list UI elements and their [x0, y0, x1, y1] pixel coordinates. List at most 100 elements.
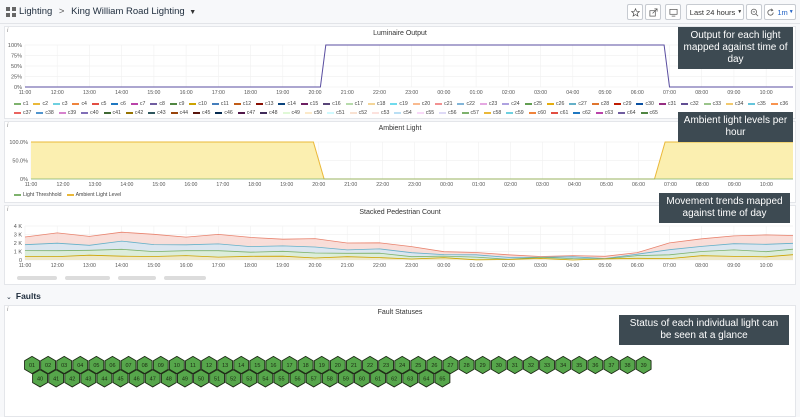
legend-item[interactable]: c10: [189, 100, 207, 109]
fault-hex[interactable]: 27: [442, 355, 459, 375]
legend-item[interactable]: c50: [304, 109, 322, 118]
fault-hex[interactable]: 32: [523, 355, 539, 375]
fault-hex[interactable]: 61: [370, 369, 386, 388]
fault-hex[interactable]: 49: [177, 369, 193, 388]
fault-hex[interactable]: 58: [321, 369, 338, 388]
fault-hex[interactable]: 08: [136, 355, 153, 375]
legend-item[interactable]: c9: [169, 100, 184, 109]
legend-item[interactable]: c52: [349, 109, 367, 118]
legend-item[interactable]: c48: [260, 109, 278, 118]
fault-hex[interactable]: 42: [64, 369, 81, 388]
legend-item[interactable]: c49: [282, 109, 300, 118]
legend-item[interactable]: c57: [461, 109, 479, 118]
grid-icon[interactable]: [6, 7, 16, 17]
fault-hex[interactable]: 53: [241, 369, 258, 388]
legend-item[interactable]: c27: [569, 100, 587, 109]
legend-item[interactable]: c62: [573, 109, 591, 118]
dashboard-title[interactable]: King William Road Lighting: [71, 6, 185, 17]
legend-item[interactable]: c7: [130, 100, 145, 109]
legend-item[interactable]: c53: [372, 109, 389, 118]
panel-title[interactable]: Luminaire Output: [373, 30, 427, 37]
panel-info-icon[interactable]: i: [7, 28, 9, 34]
fault-hex[interactable]: 16: [265, 355, 282, 375]
legend-item[interactable]: c20: [412, 100, 430, 109]
legend-item[interactable]: c33: [703, 100, 721, 109]
fault-hex[interactable]: 45: [112, 369, 129, 388]
fault-hex[interactable]: 40: [32, 369, 48, 388]
faults-row-header[interactable]: ⌄ Faults: [6, 291, 41, 301]
fault-hex[interactable]: 36: [587, 355, 604, 375]
fault-hex[interactable]: 48: [160, 369, 177, 388]
fault-hex[interactable]: 18: [297, 355, 314, 375]
fault-hex[interactable]: 44: [96, 369, 113, 388]
breadcrumb-folder[interactable]: Lighting: [19, 6, 53, 17]
panel-title[interactable]: Ambient Light: [378, 125, 422, 132]
fault-hex[interactable]: 43: [80, 369, 97, 388]
legend-item[interactable]: Ambient Light Level: [66, 192, 121, 198]
legend-item[interactable]: c31: [658, 100, 676, 109]
fault-hex[interactable]: 39: [635, 355, 652, 375]
legend-item[interactable]: c4: [72, 100, 87, 109]
fault-hex[interactable]: 12: [201, 355, 217, 375]
legend-item[interactable]: c43: [148, 109, 166, 118]
legend-item[interactable]: c55: [416, 109, 434, 118]
fault-hex[interactable]: 23: [378, 355, 394, 375]
panel-info-icon[interactable]: i: [7, 207, 9, 213]
fault-hex[interactable]: 52: [225, 369, 242, 388]
panel-title[interactable]: Fault Statuses: [377, 309, 423, 316]
legend-item[interactable]: c17: [345, 100, 363, 109]
legend-item[interactable]: c46: [215, 109, 233, 118]
fault-hex[interactable]: 15: [249, 355, 266, 375]
legend-item[interactable]: c5: [91, 100, 106, 109]
legend-item[interactable]: c29: [614, 100, 631, 109]
fault-hex[interactable]: 37: [603, 355, 620, 375]
fault-hex[interactable]: 30: [490, 355, 507, 375]
fault-hex[interactable]: 46: [128, 369, 145, 388]
tv-mode-button[interactable]: [665, 4, 681, 20]
fault-hex[interactable]: 28: [458, 355, 475, 375]
panel-info-icon[interactable]: i: [7, 307, 9, 313]
panel-info-icon[interactable]: i: [7, 123, 9, 129]
legend-item[interactable]: c38: [36, 109, 54, 118]
fault-hex[interactable]: 31: [506, 355, 523, 375]
fault-hex[interactable]: 60: [354, 369, 370, 388]
fault-hex[interactable]: 24: [394, 355, 411, 375]
legend-item[interactable]: c41: [103, 109, 121, 118]
panel-title[interactable]: Stacked Pedestrian Count: [359, 209, 441, 216]
legend-item[interactable]: c11: [211, 100, 229, 109]
legend-item[interactable]: c34: [725, 100, 743, 109]
fault-hex[interactable]: 34: [555, 355, 572, 375]
legend-item[interactable]: c1: [14, 100, 28, 109]
fault-hex[interactable]: 50: [193, 369, 209, 388]
fault-hex[interactable]: 47: [144, 369, 161, 388]
legend-item[interactable]: c61: [551, 109, 568, 118]
caret-down-icon[interactable]: ▼: [189, 9, 197, 16]
legend-item[interactable]: c45: [193, 109, 210, 118]
fault-hex[interactable]: 65: [434, 369, 451, 388]
legend-item[interactable]: c25: [524, 100, 542, 109]
legend-item[interactable]: c63: [595, 109, 613, 118]
legend-item[interactable]: c35: [748, 100, 766, 109]
fault-hex[interactable]: 64: [418, 369, 435, 388]
fault-hex[interactable]: 17: [281, 355, 298, 375]
legend-item[interactable]: c42: [125, 109, 143, 118]
legend-item[interactable]: c30: [636, 100, 654, 109]
fault-hex[interactable]: 06: [104, 355, 121, 375]
legend-item[interactable]: c32: [681, 100, 699, 109]
fault-hex[interactable]: 25: [410, 355, 427, 375]
legend-item[interactable]: c23: [479, 100, 497, 109]
fault-hex[interactable]: 14: [233, 355, 250, 375]
legend-item[interactable]: c64: [618, 109, 636, 118]
fault-hex[interactable]: 62: [386, 369, 403, 388]
fault-hex[interactable]: 51: [209, 369, 226, 388]
legend-item[interactable]: c18: [367, 100, 385, 109]
fault-hex[interactable]: 07: [120, 355, 137, 375]
legend-item[interactable]: c15: [300, 100, 318, 109]
star-button[interactable]: [627, 4, 643, 20]
fault-hex[interactable]: 33: [539, 355, 555, 375]
zoom-out-button[interactable]: [746, 4, 762, 20]
fault-hex[interactable]: 26: [426, 355, 443, 375]
legend-item[interactable]: c26: [546, 100, 564, 109]
legend-item[interactable]: c60: [528, 109, 546, 118]
fault-hex[interactable]: 55: [273, 369, 290, 388]
